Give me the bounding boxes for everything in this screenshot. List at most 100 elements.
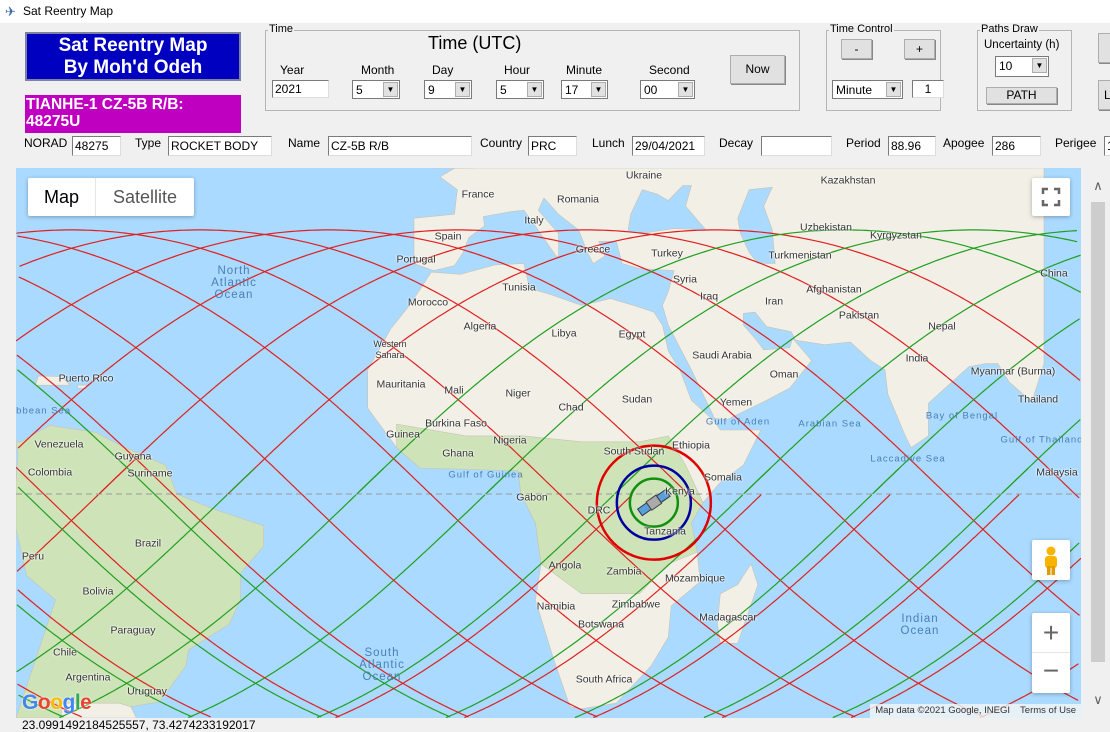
street-view-pegman[interactable] <box>1032 540 1070 580</box>
map-label: Thailand <box>1017 393 1059 406</box>
scroll-up-arrow[interactable]: ∧ <box>1093 178 1103 193</box>
map-label: Kazakhstan <box>820 174 876 187</box>
satellite-icon <box>636 488 671 517</box>
minute-select[interactable]: 17 ▼ <box>561 80 608 99</box>
fullscreen-icon <box>1041 187 1061 207</box>
scrollbar-thumb[interactable] <box>1091 202 1105 662</box>
map-label: Ethiopia <box>672 439 710 452</box>
decay-label: Decay <box>719 136 754 150</box>
hour-label: Hour <box>504 63 531 77</box>
decay-input[interactable] <box>761 136 832 156</box>
apogee-input[interactable]: 286 <box>992 136 1041 156</box>
hispaniola <box>34 375 71 386</box>
ground-track-red <box>19 229 985 718</box>
map-tab[interactable]: Map <box>28 178 96 216</box>
month-select[interactable]: 5 ▼ <box>352 80 400 99</box>
map-label: Morocco <box>407 296 449 309</box>
map-label: Western Sahara <box>373 339 407 360</box>
right-button-2[interactable]: L <box>1098 80 1110 110</box>
fullscreen-button[interactable] <box>1032 178 1070 216</box>
ground-track-red <box>17 229 1080 616</box>
perigee-label: Perigee <box>1055 136 1097 150</box>
map-label: Peru <box>21 550 45 563</box>
map-label: Suriname <box>127 467 173 480</box>
map-label: Italy <box>524 214 544 227</box>
year-input[interactable]: 2021 <box>272 80 329 98</box>
path-button[interactable]: PATH <box>986 87 1057 104</box>
map-label: Turkmenistan <box>768 249 832 262</box>
ground-track-red <box>335 494 633 718</box>
south-america-landmass <box>16 424 264 718</box>
norad-input[interactable]: 48275 <box>72 136 121 156</box>
right-button-1[interactable] <box>1098 33 1110 63</box>
map-label: Colombia <box>27 466 73 479</box>
map-canvas[interactable] <box>16 168 1081 718</box>
map-label: Iraq <box>699 290 719 303</box>
water-label: Indian Ocean <box>900 613 940 637</box>
map-label: Myanmar (Burma) <box>970 365 1056 378</box>
chevron-down-icon: ▼ <box>527 82 542 97</box>
type-input[interactable]: ROCKET BODY <box>168 136 272 156</box>
map-label: Egypt <box>618 328 646 341</box>
coordinates-readout: 23.0991492184525557, 73.4274233192017 <box>22 718 256 732</box>
app-banner: Sat Reentry Map By Moh'd Odeh <box>25 32 241 81</box>
map-label: Niger <box>505 387 531 400</box>
ground-track-red <box>100 229 1081 495</box>
map-label: Bolivia <box>82 585 114 598</box>
chevron-down-icon: ▼ <box>591 82 606 97</box>
month-value: 5 <box>356 83 363 97</box>
object-banner: TIANHE-1 CZ-5B R/B: 48275U <box>25 95 241 133</box>
country-input[interactable]: PRC <box>528 136 577 156</box>
map-label: France <box>461 188 495 201</box>
time-plus-button[interactable]: + <box>904 39 935 59</box>
time-control-group: Time Control - + Minute ▼ 1 <box>826 23 944 111</box>
map-label: Nigeria <box>493 434 527 447</box>
map-label: Burkina Faso <box>425 417 487 430</box>
chevron-down-icon: ▼ <box>678 82 693 97</box>
map-label: DRC <box>587 504 611 517</box>
country-label: Country <box>480 136 523 150</box>
ground-track-red <box>16 354 1081 718</box>
google-logo: Google <box>22 691 92 714</box>
now-button[interactable]: Now <box>730 55 785 84</box>
ground-track-green <box>316 494 615 718</box>
map-label: China <box>1040 267 1068 280</box>
zoom-in-button[interactable]: + <box>1032 613 1070 653</box>
map-view[interactable]: France Romania Ukraine Kazakhstan Italy Spain… <box>16 168 1081 718</box>
terms-link[interactable]: Terms of Use <box>1020 705 1076 716</box>
uncertainty-select[interactable]: 10 ▼ <box>995 56 1049 77</box>
period-input[interactable]: 88.96 <box>888 136 936 156</box>
name-input[interactable]: CZ-5B R/B <box>328 136 472 156</box>
satellite-tab[interactable]: Satellite <box>112 187 178 207</box>
map-label: Somalia <box>704 471 742 484</box>
second-select[interactable]: 00 ▼ <box>640 80 695 99</box>
time-group-label: Time <box>268 23 295 35</box>
ground-track-red <box>98 229 1080 499</box>
vertical-scrollbar[interactable]: ∧ ∨ <box>1088 168 1108 718</box>
map-label: Nepal <box>928 320 956 333</box>
day-select[interactable]: 9 ▼ <box>424 80 472 99</box>
zoom-out-button[interactable]: − <box>1042 655 1060 686</box>
water-label: Laccadive Sea <box>870 453 946 465</box>
map-label: Libya <box>551 327 577 340</box>
black-sea <box>627 185 707 234</box>
norad-label: NORAD <box>24 136 68 150</box>
map-label: Puerto Rico <box>58 372 114 385</box>
map-label: South Sudan <box>603 445 665 458</box>
launch-input[interactable]: 29/04/2021 <box>632 136 705 156</box>
map-label: Spain <box>434 230 462 243</box>
hour-select[interactable]: 5 ▼ <box>496 80 544 99</box>
time-unit-select[interactable]: Minute ▼ <box>832 80 903 99</box>
chevron-down-icon: ▼ <box>1032 58 1047 73</box>
paths-draw-group: Paths Draw Uncertainty (h) 10 ▼ PATH <box>977 23 1072 111</box>
banner-line2: By Moh'd Odeh <box>63 57 203 78</box>
title-bar: ✈ Sat Reentry Map <box>0 0 1110 23</box>
apogee-label: Apogee <box>943 136 985 150</box>
perigee-input[interactable]: 1 <box>1104 136 1110 156</box>
time-step-input[interactable]: 1 <box>912 80 944 98</box>
time-minus-button[interactable]: - <box>841 39 872 59</box>
map-label: Afghanistan <box>806 283 862 296</box>
water-label: Bay of Bengal <box>925 410 999 422</box>
scroll-down-arrow[interactable]: ∨ <box>1093 692 1103 707</box>
map-label: Iran <box>764 295 784 308</box>
